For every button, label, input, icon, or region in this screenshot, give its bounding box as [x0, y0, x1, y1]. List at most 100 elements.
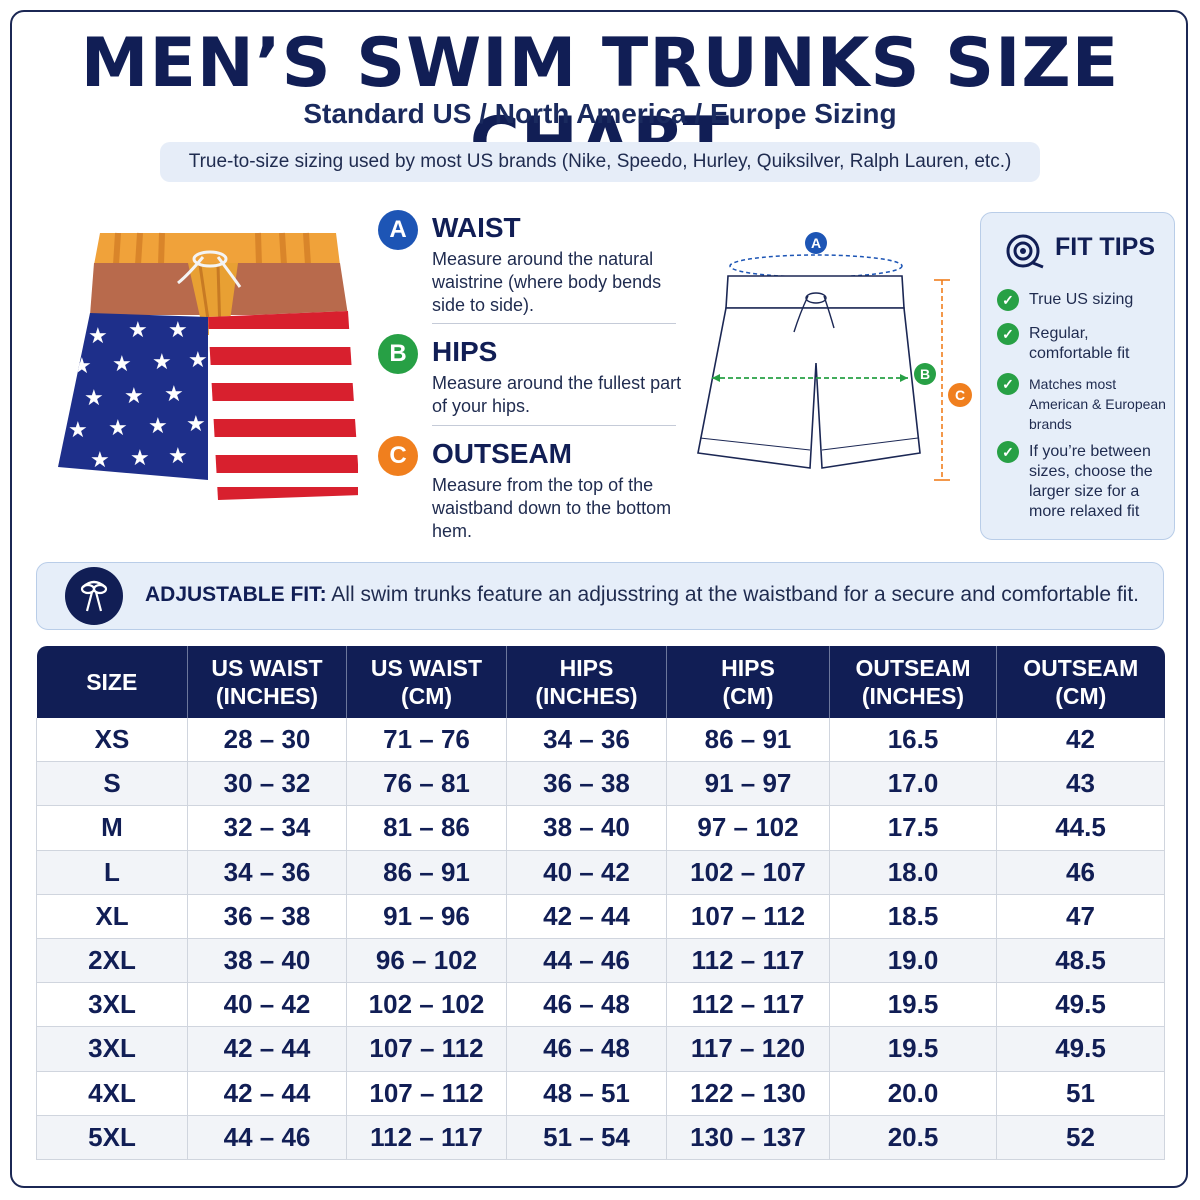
table-cell: 42: [996, 718, 1165, 763]
table-cell: 36 – 38: [506, 761, 667, 807]
table-cell: 30 – 32: [187, 761, 347, 807]
measure-waist-title: WAIST: [432, 212, 521, 243]
column-header: US WAIST (CM): [346, 646, 507, 718]
table-cell: 20.0: [829, 1071, 997, 1116]
table-cell: 44.5: [996, 805, 1165, 851]
table-cell: 86 – 91: [346, 850, 507, 895]
table-cell: 19.5: [829, 982, 997, 1028]
table-row: 5XL 44 – 46 112 – 117 51 – 54 130 – 137 20.5 5…: [36, 1115, 1165, 1160]
size-cell: S: [36, 761, 188, 807]
table-cell: 52: [996, 1115, 1165, 1160]
svg-text:★: ★: [124, 384, 144, 409]
svg-text:★: ★: [88, 324, 108, 349]
measure-outseam-title: OUTSEAM: [432, 438, 572, 469]
drawstring-icon: [65, 567, 123, 625]
table-cell: 38 – 40: [187, 938, 347, 984]
measure-waist-desc: Measure around the natural waistrine (wh…: [432, 249, 662, 315]
fit-tips-panel: FIT TIPS ✓ True US sizing ✓ Regular, com…: [980, 212, 1175, 540]
adjustable-fit-text: ADJUSTABLE FIT: All swim trunks feature …: [145, 583, 1139, 607]
svg-text:★: ★: [186, 412, 206, 437]
table-cell: 46 – 48: [506, 982, 667, 1028]
size-cell: XL: [36, 894, 188, 939]
table-cell: 42 – 44: [187, 1071, 347, 1116]
column-header: HIPS (INCHES): [506, 646, 667, 718]
adjustable-fit-banner: ADJUSTABLE FIT: All swim trunks feature …: [36, 562, 1164, 630]
table-cell: 19.0: [829, 938, 997, 984]
table-cell: 102 – 107: [666, 850, 830, 895]
table-cell: 34 – 36: [506, 718, 667, 763]
table-cell: 18.5: [829, 894, 997, 939]
svg-text:★: ★: [68, 418, 88, 443]
check-icon: ✓: [997, 323, 1019, 345]
tip-item: True US sizing: [1029, 291, 1134, 308]
measure-hips-desc: Measure around the fullest part of your …: [432, 373, 682, 416]
column-header: OUTSEAM (INCHES): [829, 646, 997, 718]
table-cell: 17.0: [829, 761, 997, 807]
fit-tips-title: FIT TIPS: [1055, 233, 1155, 261]
table-row: XL 36 – 38 91 – 96 42 – 44 107 – 112 18.5 47: [36, 894, 1165, 939]
page-subtitle: Standard US / North America / Europe Siz…: [303, 98, 897, 129]
measure-outseam-desc: Measure from the top of the waistband do…: [432, 475, 672, 541]
svg-text:★: ★: [164, 382, 184, 407]
table-cell: 130 – 137: [666, 1115, 830, 1160]
table-cell: 76 – 81: [346, 761, 507, 807]
svg-text:★: ★: [90, 448, 110, 473]
size-cell: 2XL: [36, 938, 188, 984]
diagram-label-b: B: [920, 366, 930, 382]
table-cell: 112 – 117: [346, 1115, 507, 1160]
size-cell: 4XL: [36, 1071, 188, 1116]
badge-c: C: [378, 436, 418, 476]
adjustable-fit-label: ADJUSTABLE FIT:: [145, 583, 327, 606]
svg-text:★: ★: [72, 354, 92, 379]
table-cell: 44 – 46: [187, 1115, 347, 1160]
check-icon: ✓: [997, 289, 1019, 311]
flag-swim-trunks-image: ★ ★ ★ ★ ★ ★ ★ ★ ★ ★ ★ ★ ★ ★ ★ ★ ★: [58, 232, 358, 500]
measurement-diagram: A B C: [697, 232, 972, 481]
table-row: 3XL 40 – 42 102 – 102 46 – 48 112 – 117 19.5 4…: [36, 982, 1165, 1028]
table-row: 3XL 42 – 44 107 – 112 46 – 48 117 – 120 19.5 4…: [36, 1026, 1165, 1072]
table-cell: 51: [996, 1071, 1165, 1116]
table-row: S 30 – 32 76 – 81 36 – 38 91 – 97 17.0 43: [36, 761, 1165, 807]
check-icon: ✓: [997, 373, 1019, 395]
table-row: XS 28 – 30 71 – 76 34 – 36 86 – 91 16.5 42: [36, 718, 1165, 763]
table-cell: 17.5: [829, 805, 997, 851]
badge-a: A: [378, 210, 418, 250]
diagram-label-a: A: [811, 235, 821, 251]
table-cell: 42 – 44: [506, 894, 667, 939]
table-cell: 40 – 42: [187, 982, 347, 1028]
svg-text:★: ★: [112, 352, 132, 377]
divider: [432, 323, 676, 324]
table-cell: 112 – 117: [666, 938, 830, 984]
svg-text:★: ★: [168, 444, 188, 469]
table-cell: 36 – 38: [187, 894, 347, 939]
diagram-label-c: C: [955, 387, 965, 403]
size-cell: L: [36, 850, 188, 895]
column-header: SIZE: [36, 646, 188, 718]
table-header-row: SIZE US WAIST (INCHES) US WAIST (CM) HIPS(…: [36, 646, 1165, 718]
table-cell: 107 – 112: [666, 894, 830, 939]
size-cell: M: [36, 805, 188, 851]
table-cell: 49.5: [996, 1026, 1165, 1072]
svg-text:★: ★: [148, 414, 168, 439]
svg-text:★: ★: [128, 318, 148, 343]
svg-text:★: ★: [188, 348, 208, 373]
table-cell: 117 – 120: [666, 1026, 830, 1072]
divider: [432, 425, 676, 426]
table-cell: 16.5: [829, 718, 997, 763]
table-cell: 71 – 76: [346, 718, 507, 763]
table-cell: 48 – 51: [506, 1071, 667, 1116]
table-cell: 102 – 102: [346, 982, 507, 1028]
table-cell: 47: [996, 894, 1165, 939]
table-cell: 91 – 96: [346, 894, 507, 939]
table-cell: 91 – 97: [666, 761, 830, 807]
column-header: US WAIST (INCHES): [187, 646, 347, 718]
table-cell: 122 – 130: [666, 1071, 830, 1116]
measuring-tape-icon: [1006, 234, 1044, 269]
svg-text:★: ★: [84, 386, 104, 411]
table-cell: 46: [996, 850, 1165, 895]
measure-hips-title: HIPS: [432, 336, 498, 367]
tip-item: Regular, comfortable fit: [1029, 325, 1130, 362]
table-cell: 43: [996, 761, 1165, 807]
sizing-note: True-to-size sizing used by most US bran…: [160, 142, 1040, 182]
table-cell: 28 – 30: [187, 718, 347, 763]
